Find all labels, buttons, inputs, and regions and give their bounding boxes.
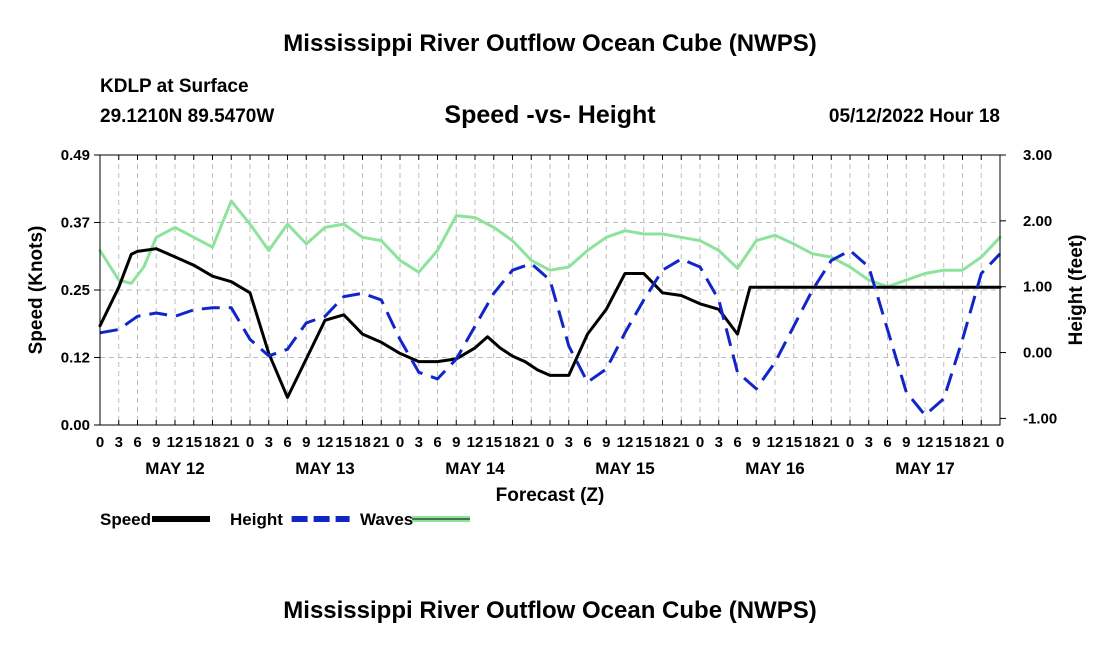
coordinates-label: 29.1210N 89.5470W — [100, 106, 275, 127]
chart-subtitle: Speed -vs- Height — [444, 101, 656, 129]
x-tick-label: 15 — [485, 434, 502, 451]
x-tick-label: 3 — [865, 434, 873, 451]
day-label: MAY 16 — [745, 459, 805, 478]
x-tick-label: 6 — [583, 434, 591, 451]
y-tick-label: 0.37 — [61, 215, 90, 232]
y-tick-label: 0.12 — [61, 350, 90, 367]
day-label: MAY 14 — [445, 459, 505, 478]
x-tick-label: 18 — [354, 434, 371, 451]
x-tick-label: 21 — [223, 434, 240, 451]
x-tick-label: 3 — [265, 434, 273, 451]
y2-axis-label: Height (feet) — [1066, 235, 1087, 346]
x-tick-label: 9 — [752, 434, 760, 451]
day-label: MAY 12 — [145, 459, 205, 478]
legend-label-height: Height — [230, 510, 283, 529]
x-tick-label: 6 — [883, 434, 891, 451]
x-tick-label: 0 — [996, 434, 1004, 451]
x-tick-label: 12 — [167, 434, 184, 451]
x-tick-label: 0 — [396, 434, 404, 451]
x-tick-label: 6 — [283, 434, 291, 451]
footer-title: Mississippi River Outflow Ocean Cube (NW… — [283, 597, 817, 624]
x-tick-label: 12 — [317, 434, 334, 451]
y-tick-label: 0.00 — [61, 417, 90, 434]
x-tick-label: 21 — [823, 434, 840, 451]
legend: Speed Height Waves — [100, 510, 470, 529]
x-tick-label: 0 — [96, 434, 104, 451]
x-tick-label: 15 — [935, 434, 952, 451]
y2-tick-label: -1.00 — [1023, 410, 1057, 427]
axes: 0 3 6 9 12 15 18 21 0 3 6 9 12 15 18 21 0 3 6 9 12 15 18 21 0 3 6 9… — [26, 147, 1087, 506]
x-tick-label: 15 — [785, 434, 802, 451]
day-label: MAY 15 — [595, 459, 655, 478]
x-tick-label: 0 — [696, 434, 704, 451]
x-tick-label: 0 — [846, 434, 854, 451]
x-tick-label: 18 — [954, 434, 971, 451]
x-tick-label: 15 — [335, 434, 352, 451]
x-tick-label: 18 — [504, 434, 521, 451]
station-label: KDLP at Surface — [100, 76, 249, 97]
y2-tick-label: 3.00 — [1023, 147, 1052, 164]
x-tick-label: 21 — [973, 434, 990, 451]
x-tick-label: 12 — [467, 434, 484, 451]
series-line-height — [99, 249, 1002, 417]
x-tick-label: 6 — [133, 434, 141, 451]
x-axis-label: Forecast (Z) — [496, 485, 605, 506]
x-tick-label: 12 — [767, 434, 784, 451]
x-tick-label: 21 — [523, 434, 540, 451]
x-tick-label: 18 — [204, 434, 221, 451]
y-tick-label: 0.49 — [61, 147, 90, 164]
grid — [100, 154, 1000, 426]
x-tick-label: 9 — [302, 434, 310, 451]
x-tick-label: 18 — [654, 434, 671, 451]
x-tick-label: 9 — [452, 434, 460, 451]
x-tick-label: 21 — [673, 434, 690, 451]
x-tick-label: 3 — [715, 434, 723, 451]
x-tick-label: 12 — [917, 434, 934, 451]
x-tick-label: 3 — [115, 434, 123, 451]
y-tick-label: 0.25 — [61, 282, 90, 299]
x-tick-label: 9 — [152, 434, 160, 451]
day-label: MAY 17 — [895, 459, 955, 478]
series-line-waves — [98, 199, 1002, 289]
y2-tick-label: 2.00 — [1023, 213, 1052, 230]
x-tick-label: 3 — [565, 434, 573, 451]
y2-tick-label: 0.00 — [1023, 345, 1052, 362]
x-tick-label: 12 — [617, 434, 634, 451]
x-tick-label: 21 — [373, 434, 390, 451]
x-tick-label: 15 — [635, 434, 652, 451]
legend-label-speed: Speed — [100, 510, 151, 529]
x-tick-label: 6 — [733, 434, 741, 451]
datetime-label: 05/12/2022 Hour 18 — [828, 106, 1000, 127]
x-tick-label: 9 — [902, 434, 910, 451]
y-axis-label: Speed (Knots) — [26, 226, 47, 355]
x-tick-label: 18 — [804, 434, 821, 451]
x-tick-label: 9 — [602, 434, 610, 451]
series-layer — [98, 199, 1002, 417]
x-tick-label: 15 — [185, 434, 202, 451]
chart-title: Mississippi River Outflow Ocean Cube (NW… — [283, 30, 817, 57]
x-tick-label: 3 — [415, 434, 423, 451]
day-label: MAY 13 — [295, 459, 355, 478]
x-tick-label: 0 — [546, 434, 554, 451]
legend-label-waves: Waves — [360, 510, 413, 529]
y2-tick-label: 1.00 — [1023, 279, 1052, 296]
x-tick-label: 0 — [246, 434, 254, 451]
x-tick-label: 6 — [433, 434, 441, 451]
